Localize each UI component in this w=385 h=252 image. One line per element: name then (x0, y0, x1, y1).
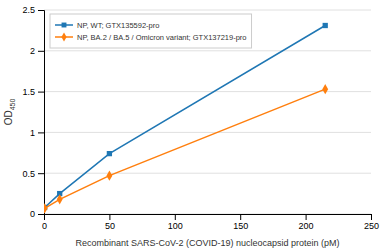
series (44, 84, 328, 213)
tick: 2.5 (22, 5, 44, 15)
tick-mark (109, 214, 110, 220)
legend-marker (62, 23, 67, 28)
tick: 0 (42, 214, 47, 231)
axis-line (45, 215, 372, 221)
point (107, 151, 112, 156)
grid (44, 10, 371, 214)
grid-line (44, 10, 371, 11)
grid-line (44, 50, 371, 51)
tick: 150 (233, 214, 248, 231)
tick-mark (371, 214, 372, 220)
tick-label: 150 (233, 221, 248, 231)
legend: NP, WT; GTX135592-pro NP, BA.2 / BA.5 / O… (50, 14, 252, 48)
tick-label: 0.5 (22, 169, 35, 179)
tick-label: 1 (30, 128, 35, 138)
line (45, 89, 326, 208)
y-axis: 0 0.5 1 1.5 2 2.5 (22, 5, 44, 219)
tick: 2 (30, 46, 44, 56)
tick: 1 (30, 128, 44, 138)
grid-line (44, 132, 371, 133)
tick: 50 (105, 214, 115, 231)
legend-label: NP, WT; GTX135592-pro (77, 21, 159, 30)
tick-label: 0 (42, 221, 47, 231)
point (44, 203, 48, 213)
point (57, 194, 63, 204)
tick-label: 1.5 (22, 87, 35, 97)
point (323, 23, 328, 28)
tick: 1.5 (22, 87, 44, 97)
point (106, 171, 112, 181)
tick-label: 50 (105, 221, 115, 231)
legend-item: NP, WT; GTX135592-pro (55, 21, 159, 30)
tick: 100 (168, 214, 183, 231)
tick-label: 2.5 (22, 5, 35, 15)
tick-mark (38, 132, 44, 133)
tick-mark (175, 214, 176, 220)
tick-mark (38, 173, 44, 174)
y-axis-title-main: OD (3, 110, 14, 125)
series (44, 23, 328, 210)
legend-frame (50, 14, 252, 48)
tick: 200 (299, 214, 314, 231)
marks (44, 23, 328, 214)
tick-mark (38, 92, 44, 93)
chart: 0 50 100 150 200 250 0 0.5 1 1.5 2 2.5 NP, WT; GTX13… (0, 0, 385, 252)
tick-label: 200 (299, 221, 314, 231)
tick-label: 250 (364, 221, 379, 231)
tick-label: 100 (168, 221, 183, 231)
tick-label: 2 (30, 46, 35, 56)
tick-mark (240, 214, 241, 220)
line (45, 26, 326, 208)
legend-label: NP, BA.2 / BA.5 / Omicron variant; GTX13… (77, 33, 247, 42)
x-axis-title: Recombinant SARS-CoV-2 (COVID-19) nucleo… (75, 238, 339, 248)
x-axis: 0 50 100 150 200 250 (42, 214, 379, 231)
y-axis-title-sub: 450 (9, 99, 16, 111)
point (322, 84, 328, 94)
tick: 0.5 (22, 169, 44, 179)
tick: 250 (364, 214, 379, 231)
tick-mark (38, 10, 44, 11)
tick: 0 (30, 209, 44, 219)
plot: 0 50 100 150 200 250 0 0.5 1 1.5 2 2.5 NP, WT; GTX13… (22, 5, 379, 231)
tick-mark (38, 51, 44, 52)
tick-label: 0 (30, 209, 35, 219)
legend-marker (61, 32, 66, 41)
tick-mark (38, 214, 44, 215)
grid-line (44, 173, 371, 174)
axis-line (38, 11, 45, 215)
tick-mark (306, 214, 307, 220)
y-axis-title: OD450 (3, 99, 16, 126)
legend-item: NP, BA.2 / BA.5 / Omicron variant; GTX13… (55, 32, 247, 41)
